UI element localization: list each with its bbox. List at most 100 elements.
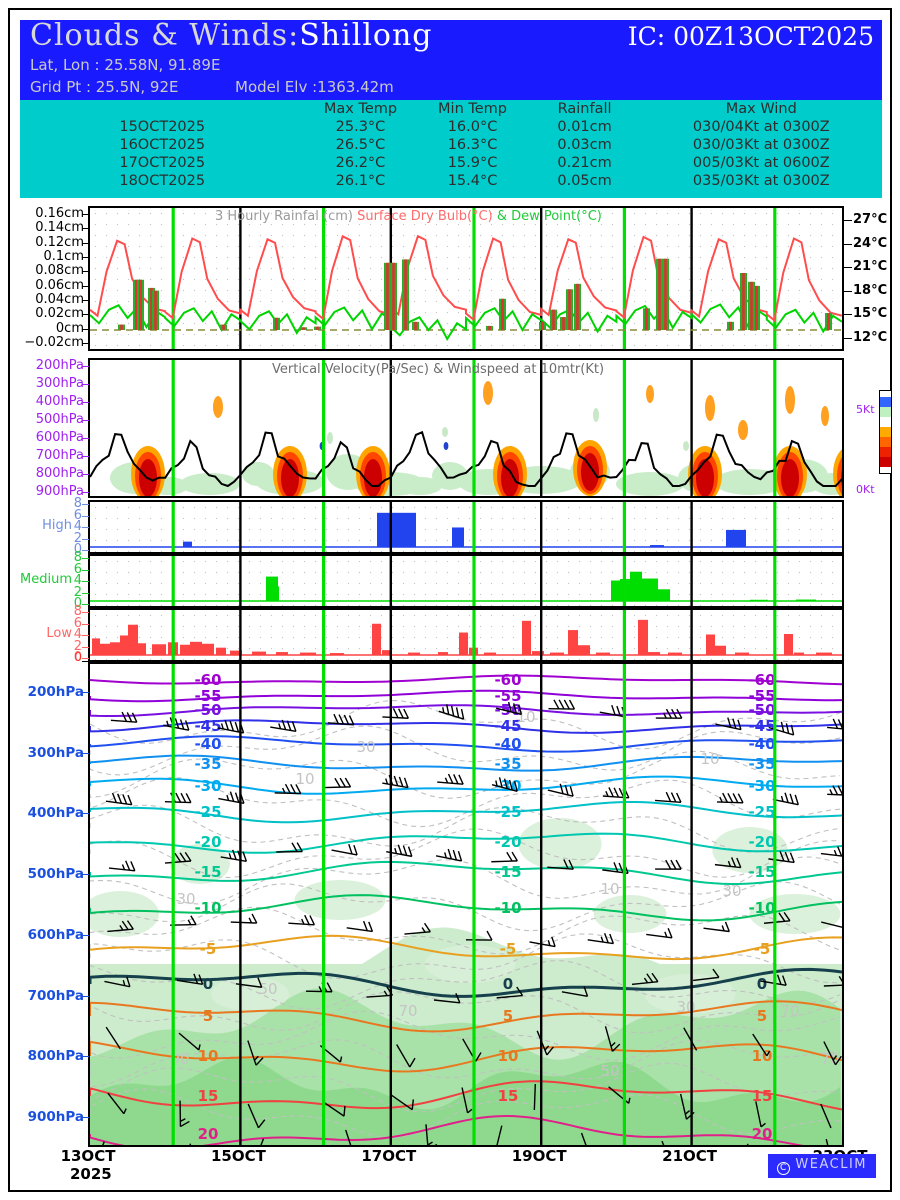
rainfall-title-part-0: 3 Hourly Rainfal (cm) — [215, 209, 358, 224]
rain-axis-tick-label: 0.06cm — [35, 277, 84, 293]
low-cloud-plot — [90, 610, 842, 660]
colorbar-segment-8 — [880, 467, 891, 473]
axis-tick — [82, 1117, 89, 1118]
colorbar-segment-7 — [880, 457, 891, 467]
temp-axis-tick-label: 18°C — [853, 282, 888, 298]
svg-text:-45: -45 — [748, 717, 775, 735]
rainfall-title-part-2: & Dew Point(°C) — [496, 209, 602, 224]
x-axis-tick-label: 17OCT — [361, 1147, 417, 1165]
pressure-axis-tick-label: 800hPa — [27, 1048, 84, 1065]
cloud-tick-label: 0 — [73, 596, 82, 611]
svg-text:-15: -15 — [748, 863, 775, 881]
svg-text:-35: -35 — [494, 755, 521, 773]
svg-text:-35: -35 — [748, 755, 775, 773]
svg-text:-10: -10 — [748, 899, 775, 917]
th-blank — [20, 100, 304, 118]
axis-tick — [82, 874, 89, 876]
windspeed-colorbar — [879, 390, 892, 474]
svg-text:-10: -10 — [494, 899, 521, 917]
axis-tick — [82, 527, 89, 528]
rainfall-panel-title: 3 Hourly Rainfal (cm) Surface Dry Bulb(°… — [215, 209, 602, 224]
latlon-label: Lat, Lon : 25.58N, 91.89E — [30, 56, 221, 74]
cell-date: 16OCT2025 — [119, 137, 206, 153]
colorbar-segment-3 — [880, 417, 891, 427]
cloud-tick-label: 0 — [73, 650, 82, 665]
svg-text:-45: -45 — [194, 717, 221, 735]
svg-text:-55: -55 — [194, 687, 221, 705]
rain-axis-tick-label: 0.02cm — [35, 306, 84, 322]
cloud-tick-label: 2 — [73, 584, 82, 600]
cloud-tick-label: 2 — [73, 530, 82, 546]
axis-tick — [82, 658, 89, 659]
svg-text:5: 5 — [203, 1007, 213, 1025]
svg-text:10: 10 — [516, 708, 535, 726]
svg-text:10: 10 — [295, 770, 314, 788]
cell-rainfall: 0.01cm — [557, 119, 612, 135]
axis-tick — [82, 257, 89, 258]
svg-text:5: 5 — [757, 1007, 767, 1025]
th-max-temp: Max Temp — [323, 101, 398, 117]
table-row: 16OCT2025 26.5°C 16.3°C 0.03cm 030/03Kt at 0… — [20, 136, 882, 154]
axis-tick — [82, 420, 89, 421]
model-elevation-label: Model Elv :1363.42m — [235, 78, 394, 96]
gridpoint-label: Grid Pt : 25.5N, 92E — [30, 78, 179, 96]
svg-text:-25: -25 — [748, 803, 775, 821]
svg-text:-20: -20 — [194, 833, 221, 851]
temp-axis-tick-label: 12°C — [853, 330, 888, 345]
cloud-tick-label: 2 — [73, 638, 82, 654]
svg-text:-15: -15 — [194, 863, 221, 881]
axis-tick — [82, 328, 89, 330]
rainfall-temperature-plot — [90, 208, 842, 349]
colorbar-segment-6 — [880, 447, 891, 457]
svg-text:30: 30 — [176, 890, 195, 908]
cell-max-wind: 035/03Kt at 0300Z — [692, 173, 830, 189]
axis-tick — [82, 492, 89, 493]
svg-text:10: 10 — [752, 1047, 773, 1065]
axis-tick — [82, 271, 89, 273]
svg-text:0: 0 — [203, 975, 213, 993]
axis-tick — [82, 474, 89, 475]
svg-text:-40: -40 — [194, 735, 221, 753]
axis-tick — [82, 581, 89, 582]
vv-axis-tick-label: 800hPa — [35, 466, 84, 481]
rainfall-title-part-1: Surface Dry Bulb(°C) — [357, 209, 497, 224]
colorbar-segment-4 — [880, 427, 891, 437]
svg-text:70: 70 — [780, 1002, 799, 1020]
cell-rainfall: 0.03cm — [557, 137, 612, 153]
svg-text:-20: -20 — [748, 833, 775, 851]
x-axis-tick-label: 21OCT — [662, 1147, 718, 1165]
init-condition-label: IC: 00Z13OCT2025 — [627, 22, 874, 51]
cloud-tick-label: 6 — [73, 507, 82, 523]
vertical-velocity-panel — [88, 358, 844, 498]
main-zero-tick-label: 0 — [74, 650, 82, 664]
upper-air-cross-section-panel: -60 -60 -60 -55 -55 -55 -50 -50 -50 -45 -45 -45 -40-… — [88, 662, 844, 1147]
rain-axis-tick-label: −0.02cm — [24, 335, 84, 350]
axis-tick — [82, 661, 89, 662]
x-axis-year: 2025 — [70, 1165, 112, 1183]
axis-tick — [844, 338, 852, 339]
outer-frame: Clouds & Winds:Shillong IC: 00Z13OCT2025… — [8, 8, 892, 1192]
vv-axis-tick-label: 600hPa — [35, 430, 84, 445]
cell-max-temp: 26.1°C — [335, 173, 386, 189]
svg-text:-10: -10 — [194, 899, 221, 917]
svg-text:15: 15 — [752, 1087, 773, 1105]
x-axis-tick-label: 15OCT — [210, 1147, 266, 1165]
vv-axis-tick-label: 900hPa — [35, 484, 84, 499]
svg-text:-30: -30 — [748, 777, 775, 795]
cell-date: 15OCT2025 — [119, 119, 206, 135]
svg-text:10: 10 — [600, 880, 619, 898]
rain-axis-tick-label: 0.08cm — [35, 263, 84, 279]
axis-tick — [82, 343, 89, 344]
axis-tick — [82, 995, 89, 997]
cell-max-temp: 26.2°C — [335, 155, 386, 171]
colorbar-segment-2 — [880, 407, 891, 417]
rain-axis-tick-label: 0.12cm — [35, 234, 84, 250]
axis-tick — [82, 384, 89, 385]
svg-text:5: 5 — [503, 1007, 513, 1025]
temp-axis-tick-label: 15°C — [853, 306, 888, 322]
svg-text:-50: -50 — [748, 701, 775, 719]
rain-axis-tick-label: 0.04cm — [35, 292, 84, 307]
axis-tick — [82, 569, 89, 571]
axis-tick — [82, 504, 89, 505]
upper-air-cross-section-plot: -60 -60 -60-55 -55 -55-50 -50 -50-45 -45 -45-40-… — [90, 664, 842, 1145]
